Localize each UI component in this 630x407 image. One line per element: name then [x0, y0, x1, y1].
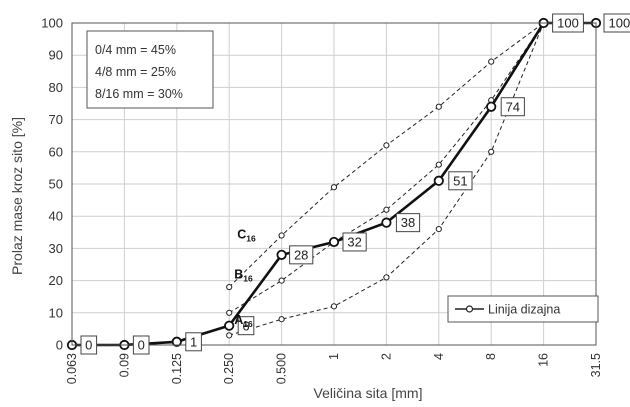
data-label-box [448, 171, 473, 191]
limit-curve-point [226, 332, 233, 339]
data-label-text: 38 [401, 215, 415, 230]
limit-curve-point [278, 232, 285, 239]
y-tick-label: 40 [49, 209, 63, 224]
limit-curve-point [383, 142, 390, 149]
data-labels: 0 0 1 6 28 32 38 51 74 100 100 [80, 13, 630, 355]
data-label-text: 1 [190, 334, 197, 349]
data-label-box [237, 316, 255, 336]
mix-box-line: 0/4 mm = 45% [95, 43, 176, 57]
y-tick-label: 80 [49, 80, 63, 95]
mix-box-line: 8/16 mm = 30% [95, 87, 183, 101]
data-label: 51 [448, 171, 473, 191]
data-label-box [132, 335, 150, 355]
data-label: 74 [500, 97, 525, 117]
x-tick-label: 0.500 [275, 353, 289, 384]
y-tick-label: 20 [49, 273, 63, 288]
legend-label: Linija dizajna [488, 303, 560, 317]
limit-curve-point [330, 303, 338, 310]
limit-curve-point [330, 184, 338, 191]
curve-label-B16: B16 [234, 268, 253, 284]
legend: Linija dizajna [447, 295, 599, 323]
limit-curve-point [226, 283, 233, 291]
data-label-text: 51 [453, 173, 467, 188]
limit-curve-point [383, 274, 390, 281]
x-tick-label: 0.063 [65, 353, 79, 384]
data-label-box [289, 245, 314, 265]
y-tick-label: 30 [49, 241, 63, 256]
legend-swatch-marker [465, 305, 474, 313]
limit-curve-point [435, 225, 442, 233]
y-tick-label: 60 [49, 144, 63, 159]
design-line-point [486, 101, 497, 112]
data-label: 38 [395, 213, 421, 233]
mix-box-line: 4/8 mm = 25% [95, 65, 176, 79]
x-tick-label: 0.250 [222, 353, 236, 384]
x-tick-label: 0.125 [170, 353, 184, 384]
data-label-text: 0 [85, 338, 92, 353]
data-label-box [342, 232, 367, 252]
data-label-text: 0 [138, 338, 145, 353]
design-line-point [224, 320, 235, 331]
mix-box-frame [86, 30, 214, 109]
data-label: 0 [80, 335, 98, 355]
design-line-point [381, 217, 392, 228]
annotations: A16 B16 C16 [234, 228, 256, 330]
design-line-point [433, 175, 444, 186]
limit-curve-point [278, 277, 285, 284]
curve-label-C16: C16 [237, 228, 256, 244]
design-line-point [276, 249, 287, 260]
y-tick-label: 0 [56, 338, 63, 353]
x-tick-label: 31.5 [589, 353, 603, 377]
data-label-box [395, 213, 421, 233]
data-label: 32 [342, 232, 367, 252]
y-tick-label: 90 [49, 48, 63, 63]
limit-curve-point [488, 58, 495, 65]
plot-frame [71, 22, 597, 346]
limit-curve-point [383, 206, 390, 213]
x-tick-label: 2 [379, 353, 393, 360]
data-label: 6 [237, 316, 255, 336]
data-label-text: 32 [347, 235, 361, 250]
data-label: 28 [289, 245, 314, 265]
x-axis-label: Veličina sita [mm] [314, 385, 423, 401]
data-label-text: 100 [557, 16, 579, 31]
data-label: 1 [185, 332, 202, 352]
data-label-text: 6 [242, 318, 249, 333]
limit-curve-point [278, 316, 285, 323]
limit-curve-point [226, 309, 233, 316]
design-line-point [328, 236, 340, 248]
limit-curve-point [435, 103, 442, 110]
data-label-text: 28 [294, 247, 308, 262]
x-tick-label: 8 [484, 353, 498, 360]
x-tick-label: 1 [327, 353, 341, 360]
y-tick-label: 50 [49, 177, 63, 192]
y-tick-label: 70 [49, 112, 63, 127]
x-tick-label: 0.09 [117, 353, 131, 377]
x-tick-label: 4 [432, 353, 446, 360]
design-line-point [171, 336, 182, 347]
y-tick-label: 100 [41, 16, 63, 31]
limit-curve-point [435, 161, 442, 168]
data-label-text: 74 [506, 99, 520, 114]
data-label-box [500, 97, 525, 117]
curve-label-A16: A16 [234, 313, 253, 329]
data-label-text: 100 [609, 16, 630, 31]
data-label-box [603, 13, 630, 33]
y-tick-label: 10 [49, 305, 63, 320]
data-label: 100 [552, 13, 584, 33]
mix-proportions-box: 0/4 mm = 45% 4/8 mm = 25% 8/16 mm = 30% [86, 30, 214, 109]
data-label: 0 [132, 335, 150, 355]
data-label-box [80, 335, 98, 355]
x-tick-label: 16 [537, 353, 551, 367]
data-label: 100 [603, 13, 630, 33]
limit-curve-point [488, 148, 495, 155]
data-label-box [552, 13, 584, 33]
data-label-box [185, 332, 202, 352]
y-axis-label: Prolaz mase kroz sito [%] [9, 117, 25, 275]
